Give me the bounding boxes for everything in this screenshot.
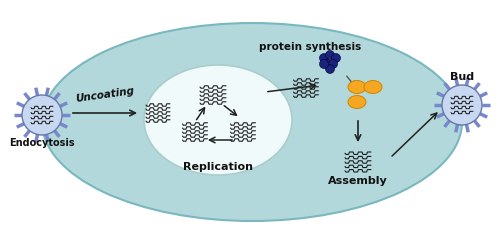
Ellipse shape: [348, 80, 366, 94]
Circle shape: [328, 60, 338, 69]
Circle shape: [320, 54, 328, 63]
Circle shape: [442, 85, 482, 125]
Ellipse shape: [42, 23, 462, 221]
Ellipse shape: [348, 95, 366, 109]
Circle shape: [320, 60, 328, 69]
Circle shape: [22, 95, 62, 135]
Circle shape: [322, 60, 332, 69]
Circle shape: [332, 54, 340, 63]
Text: Endocytosis: Endocytosis: [9, 138, 75, 148]
Text: Assembly: Assembly: [328, 176, 388, 186]
Text: Replication: Replication: [183, 162, 253, 172]
Circle shape: [326, 64, 334, 74]
Text: Bud: Bud: [450, 72, 474, 82]
Text: Uncoating: Uncoating: [75, 86, 135, 104]
Ellipse shape: [364, 80, 382, 94]
Ellipse shape: [144, 65, 292, 175]
Text: protein synthesis: protein synthesis: [259, 42, 361, 52]
Circle shape: [326, 50, 334, 60]
